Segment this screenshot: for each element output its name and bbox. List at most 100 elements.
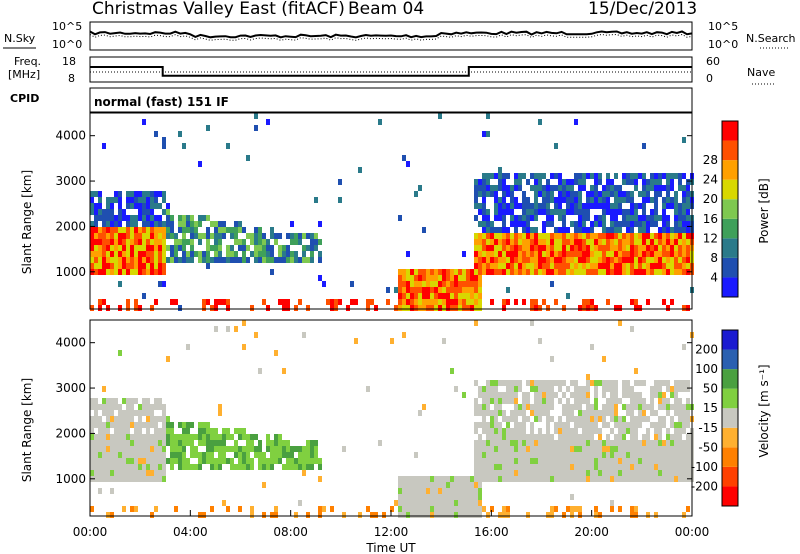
heatmap-cell: [358, 167, 362, 173]
heatmap-cell: [106, 464, 110, 470]
heatmap-cell: [126, 245, 130, 251]
heatmap-cell: [462, 293, 466, 299]
heatmap-cell: [134, 452, 138, 458]
heatmap-cell: [122, 257, 126, 263]
heatmap-cell: [110, 458, 114, 464]
heatmap-cell: [634, 434, 638, 440]
heatmap-cell: [94, 263, 98, 269]
xtick-label: 08:00: [273, 525, 308, 539]
heatmap-cell: [674, 392, 678, 398]
heatmap-cell: [278, 458, 282, 464]
heatmap-cell: [98, 239, 102, 245]
heatmap-cell: [602, 197, 606, 203]
heatmap-cell: [494, 197, 498, 203]
heatmap-cell: [510, 464, 514, 470]
heatmap-cell: [202, 215, 206, 221]
heatmap-cell: [522, 257, 526, 263]
heatmap-cell: [570, 197, 574, 203]
heatmap-cell: [646, 257, 650, 263]
heatmap-cell: [606, 476, 610, 482]
heatmap-cell: [566, 506, 570, 512]
heatmap-cell: [602, 392, 606, 398]
heatmap-cell: [134, 203, 138, 209]
heatmap-cell: [602, 458, 606, 464]
heatmap-cell: [630, 440, 634, 446]
heatmap-cell: [202, 251, 206, 257]
heatmap-cell: [658, 380, 662, 386]
heatmap-cell: [566, 191, 570, 197]
heatmap-cell: [170, 233, 174, 239]
heatmap-cell: [442, 305, 446, 311]
heatmap-cell: [598, 470, 602, 476]
heatmap-cell: [274, 257, 278, 263]
heatmap-cell: [102, 458, 106, 464]
heatmap-cell: [314, 440, 318, 446]
heatmap-cell: [562, 263, 566, 269]
heatmap-cell: [686, 203, 690, 209]
heatmap-cell: [162, 245, 166, 251]
heatmap-cell: [366, 506, 370, 512]
heatmap-cell: [502, 173, 506, 179]
heatmap-cell: [214, 305, 218, 311]
heatmap-cell: [114, 197, 118, 203]
heatmap-cell: [198, 233, 202, 239]
heatmap-cell: [478, 410, 482, 416]
heatmap-cell: [498, 452, 502, 458]
heatmap-cell: [458, 500, 462, 506]
heatmap-cell: [550, 233, 554, 239]
heatmap-cell: [210, 452, 214, 458]
heatmap-cell: [134, 440, 138, 446]
heatmap-cell: [98, 404, 102, 410]
heatmap-cell: [618, 197, 622, 203]
heatmap-cell: [518, 452, 522, 458]
heatmap-cell: [150, 251, 154, 257]
heatmap-cell: [306, 257, 310, 263]
heatmap-cell: [578, 245, 582, 251]
heatmap-cell: [294, 233, 298, 239]
heatmap-cell: [118, 350, 122, 356]
heatmap-cell: [182, 464, 186, 470]
heatmap-cell: [566, 269, 570, 275]
heatmap-cell: [570, 269, 574, 275]
heatmap-cell: [514, 386, 518, 392]
heatmap-cell: [642, 143, 646, 149]
heatmap-cell: [266, 458, 270, 464]
heatmap-cell: [498, 434, 502, 440]
heatmap-cell: [642, 203, 646, 209]
heatmap-cell: [606, 245, 610, 251]
heatmap-cell: [586, 452, 590, 458]
heatmap-cell: [170, 215, 174, 221]
colorbar-segment: [722, 257, 738, 278]
heatmap-cell: [90, 203, 94, 209]
heatmap-cell: [110, 233, 114, 239]
heatmap-cell: [242, 245, 246, 251]
heatmap-cell: [590, 203, 594, 209]
heatmap-cell: [402, 476, 406, 482]
heatmap-cell: [678, 434, 682, 440]
heatmap-cell: [610, 221, 614, 227]
heatmap-cell: [502, 470, 506, 476]
heatmap-cell: [674, 233, 678, 239]
heatmap-cell: [254, 125, 258, 131]
heatmap-cell: [686, 227, 690, 233]
heatmap-cell: [678, 215, 682, 221]
heatmap-cell: [482, 398, 486, 404]
heatmap-cell: [514, 464, 518, 470]
heatmap-cell: [310, 233, 314, 239]
heatmap-cell: [590, 227, 594, 233]
heatmap-cell: [682, 239, 686, 245]
heatmap-cell: [670, 269, 674, 275]
heatmap-cell: [258, 245, 262, 251]
heatmap-cell: [114, 233, 118, 239]
heatmap-cell: [610, 233, 614, 239]
heatmap-cell: [502, 197, 506, 203]
heatmap-cell: [98, 428, 102, 434]
heatmap-cell: [586, 404, 590, 410]
heatmap-cell: [622, 233, 626, 239]
heatmap-cell: [150, 263, 154, 269]
heatmap-cell: [98, 422, 102, 428]
heatmap-cell: [598, 197, 602, 203]
heatmap-cell: [566, 293, 570, 299]
heatmap-cell: [218, 227, 222, 233]
heatmap-cell: [686, 398, 690, 404]
